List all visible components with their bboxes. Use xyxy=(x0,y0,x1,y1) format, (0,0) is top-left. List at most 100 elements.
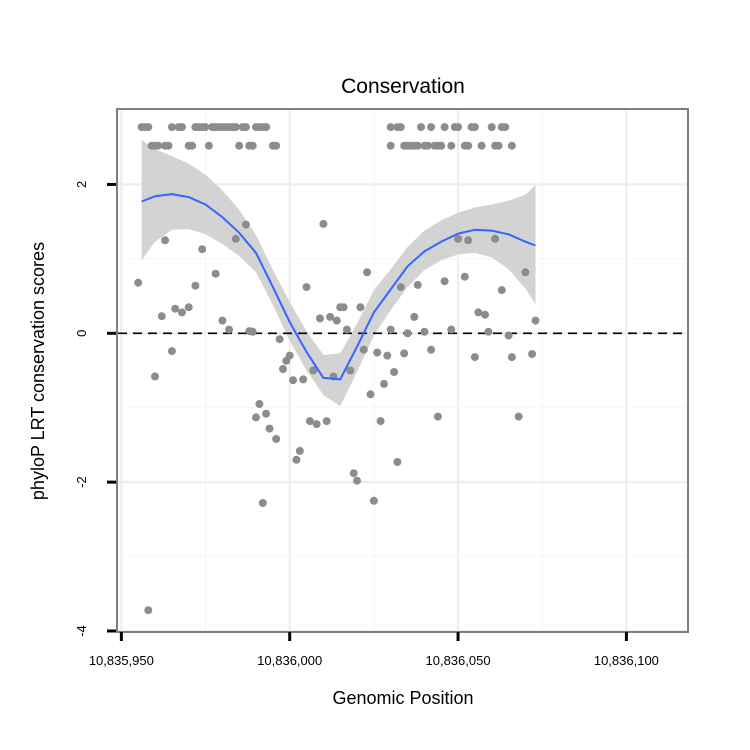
data-point xyxy=(339,303,348,312)
data-point xyxy=(400,349,409,358)
data-point xyxy=(369,496,378,505)
data-point xyxy=(201,123,210,132)
data-point xyxy=(157,312,166,321)
data-point xyxy=(366,390,375,399)
confidence-ribbon xyxy=(141,139,536,407)
data-point xyxy=(312,420,321,429)
data-point xyxy=(504,331,513,340)
data-point xyxy=(241,123,250,132)
data-point xyxy=(494,141,503,150)
data-point xyxy=(134,278,143,287)
data-point xyxy=(299,375,308,384)
data-point xyxy=(167,347,176,356)
data-point xyxy=(481,310,489,319)
data-point xyxy=(460,272,469,281)
data-point xyxy=(191,281,200,290)
data-point xyxy=(319,219,328,228)
data-point xyxy=(252,413,260,422)
x-tick-label: 10,836,100 xyxy=(594,653,659,668)
data-point xyxy=(507,141,516,150)
data-point xyxy=(272,435,281,443)
y-tick-label: -4 xyxy=(74,625,89,637)
data-point xyxy=(309,366,318,375)
data-point xyxy=(171,304,180,313)
data-point xyxy=(474,308,483,317)
data-point xyxy=(440,277,449,286)
data-point xyxy=(144,123,153,132)
data-point xyxy=(390,368,399,376)
y-tick-label: 0 xyxy=(74,330,89,337)
data-point xyxy=(279,365,287,373)
data-point xyxy=(184,303,193,312)
data-point xyxy=(349,469,358,478)
y-axis-title: phyloP LRT conservation scores xyxy=(28,242,48,500)
data-point xyxy=(413,141,422,150)
data-point xyxy=(144,606,153,615)
data-point xyxy=(292,455,301,464)
data-point xyxy=(413,280,422,289)
data-point xyxy=(386,141,395,150)
x-tick-label: 10,836,000 xyxy=(257,653,322,668)
data-point xyxy=(396,123,405,132)
data-point xyxy=(410,312,419,321)
data-point xyxy=(265,424,274,433)
data-point xyxy=(353,476,361,485)
data-point xyxy=(342,325,351,334)
data-point xyxy=(316,314,324,323)
data-point xyxy=(178,123,186,132)
data-point xyxy=(289,376,298,385)
data-point xyxy=(285,351,294,360)
data-point xyxy=(420,327,429,336)
chart-title: Conservation xyxy=(341,75,465,98)
data-point xyxy=(204,141,213,150)
data-point xyxy=(386,123,395,132)
data-point xyxy=(322,417,331,426)
data-point xyxy=(470,123,479,132)
data-point xyxy=(167,123,176,132)
data-point xyxy=(231,234,240,243)
data-point xyxy=(178,308,186,317)
data-point xyxy=(151,372,159,381)
data-point xyxy=(531,316,540,325)
data-point xyxy=(231,123,240,132)
data-point xyxy=(302,283,311,292)
x-tick-label: 10,835,950 xyxy=(89,653,154,668)
data-point xyxy=(454,123,463,132)
data-point xyxy=(477,141,486,150)
data-point xyxy=(363,268,372,277)
data-point xyxy=(198,245,207,254)
data-point xyxy=(507,353,516,362)
data-point xyxy=(433,412,442,421)
data-points xyxy=(134,123,540,615)
data-point xyxy=(346,366,355,375)
data-point xyxy=(487,123,496,132)
data-point xyxy=(514,412,523,421)
data-point xyxy=(521,268,530,277)
y-tick-label: -2 xyxy=(74,476,89,488)
data-point xyxy=(225,325,234,334)
data-point xyxy=(497,286,506,295)
data-point xyxy=(491,234,500,243)
data-point xyxy=(447,141,456,150)
data-point xyxy=(255,400,264,408)
data-point xyxy=(248,327,257,336)
data-point xyxy=(154,141,163,150)
y-tick-label: 2 xyxy=(74,181,89,188)
data-point xyxy=(164,141,173,150)
data-point xyxy=(188,141,197,150)
data-point xyxy=(161,236,170,245)
data-point xyxy=(464,236,473,245)
data-point xyxy=(393,458,402,466)
data-point xyxy=(262,123,271,132)
data-point xyxy=(258,499,267,507)
axes: 10,835,950 10,836,000 10,836,050 10,836,100… xyxy=(74,181,659,668)
data-point xyxy=(356,303,365,312)
data-point xyxy=(386,325,395,334)
data-point xyxy=(332,316,341,325)
data-point xyxy=(403,329,412,338)
smooth-curve xyxy=(141,193,536,381)
data-point xyxy=(235,141,244,150)
data-point xyxy=(305,417,314,426)
